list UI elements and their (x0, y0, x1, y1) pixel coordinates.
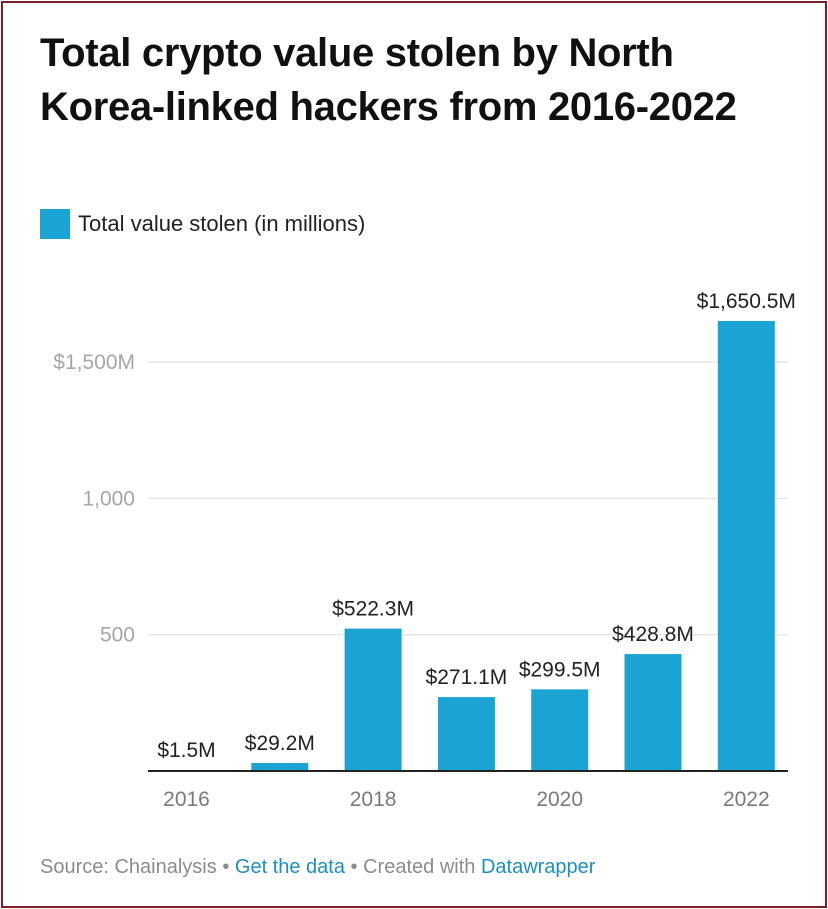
data-labels: $1.5M $29.2M $522.3M $271.1M $299.5M $428.8M $… (157, 290, 796, 762)
bar (624, 654, 682, 771)
y-tick-label: $1,500M (53, 351, 135, 374)
data-label: $29.2M (245, 732, 315, 755)
data-label: $1.5M (157, 739, 215, 762)
bar (531, 689, 589, 771)
footer-separator: • (222, 856, 230, 878)
bars (158, 321, 775, 771)
y-tick-label: 1,000 (82, 487, 135, 510)
bar (717, 321, 775, 771)
source-text: Source: Chainalysis (40, 856, 217, 878)
bar (251, 763, 309, 771)
datawrapper-link[interactable]: Datawrapper (480, 856, 596, 878)
legend-label: Total value stolen (in millions) (78, 211, 366, 236)
legend-swatch (40, 209, 70, 239)
chart-title: Total crypto value stolen by North Korea… (40, 31, 737, 129)
data-label: $522.3M (332, 598, 414, 621)
legend: Total value stolen (in millions) (40, 208, 365, 240)
x-tick-label: 2018 (350, 788, 397, 811)
x-tick-label: 2022 (723, 788, 770, 811)
bar (344, 628, 402, 771)
x-tick-label: 2016 (163, 788, 210, 811)
y-tick-label: 500 (100, 624, 135, 647)
data-label: $271.1M (426, 666, 508, 689)
footer-separator: • (350, 856, 358, 878)
bar-chart: 500 1,000 $1,500M $1.5M $29.2M $522.3M $271.1… (53, 290, 796, 811)
footer: Source: Chainalysis • Get the data • Cre… (40, 856, 595, 879)
created-with-text: Created with (363, 856, 476, 878)
gridlines: 500 1,000 $1,500M (53, 351, 788, 647)
x-tick-label: 2020 (536, 788, 583, 811)
data-label: $1,650.5M (697, 290, 796, 313)
get-the-data-link[interactable]: Get the data (234, 856, 345, 878)
data-label: $428.8M (612, 623, 694, 646)
data-label: $299.5M (519, 658, 601, 681)
x-axis: 2016 2018 2020 2022 (148, 770, 788, 811)
bar (437, 697, 495, 771)
